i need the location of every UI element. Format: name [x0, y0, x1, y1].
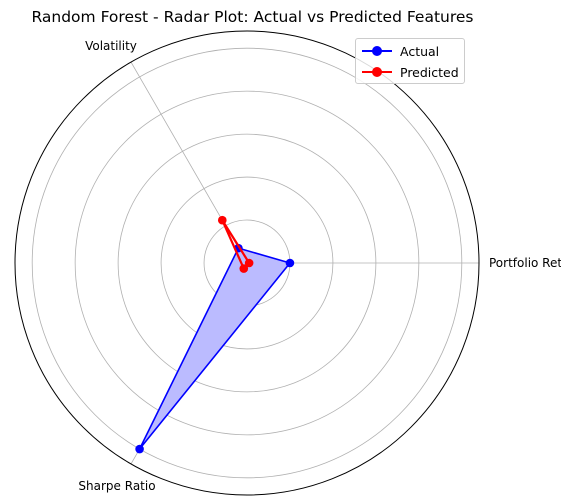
series-point-actual-3 [135, 444, 144, 454]
legend-item-actual: Actual [362, 42, 439, 60]
outer-frame [14, 30, 480, 496]
legend-swatch-predicted [362, 66, 392, 78]
series-layer [135, 215, 295, 454]
legend-label-predicted: Predicted [400, 64, 459, 80]
legend: Actual Predicted [355, 38, 465, 84]
legend-swatch-actual [362, 45, 392, 57]
series-point-predicted-3 [239, 264, 249, 273]
series-point-predicted-2 [217, 215, 227, 225]
series-point-actual-1 [285, 258, 295, 268]
axis-label-2: Volatility [85, 39, 137, 53]
label-layer: Portfolio Return Volatility Sharpe Ratio [78, 39, 561, 493]
axis-label-3: Sharpe Ratio [78, 479, 155, 493]
legend-item-predicted: Predicted [362, 63, 459, 81]
chart-title: Random Forest - Radar Plot: Actual vs Pr… [31, 8, 474, 26]
series-fill-actual [139, 248, 290, 450]
series-line-actual [138, 247, 291, 450]
series-point-predicted-1 [244, 258, 254, 268]
legend-label-actual: Actual [400, 43, 440, 59]
axis-label-1: Portfolio Return [489, 256, 561, 270]
